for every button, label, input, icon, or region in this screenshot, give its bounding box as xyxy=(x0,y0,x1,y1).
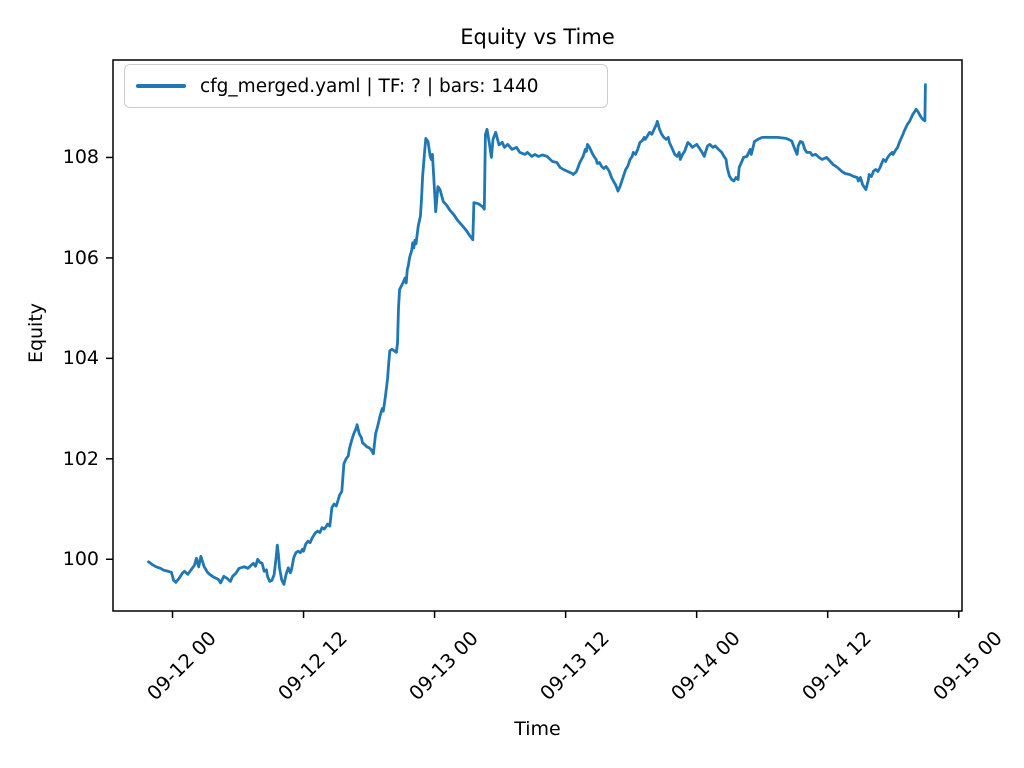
chart-title: Equity vs Time xyxy=(460,25,615,49)
x-axis-label: Time xyxy=(514,718,561,740)
y-tick-label: 108 xyxy=(62,146,99,169)
y-tick-label: 100 xyxy=(62,548,99,571)
y-tick-label: 106 xyxy=(62,246,99,269)
legend-label: cfg_merged.yaml | TF: ? | bars: 1440 xyxy=(200,75,539,97)
axes-frame xyxy=(112,59,963,612)
y-tick-label: 102 xyxy=(62,447,99,470)
legend-line-swatch xyxy=(136,84,186,88)
equity-line-series xyxy=(147,83,927,586)
y-axis-label: Equity xyxy=(25,302,47,364)
legend: cfg_merged.yaml | TF: ? | bars: 1440 xyxy=(124,64,608,108)
y-tick-label: 104 xyxy=(62,347,99,370)
